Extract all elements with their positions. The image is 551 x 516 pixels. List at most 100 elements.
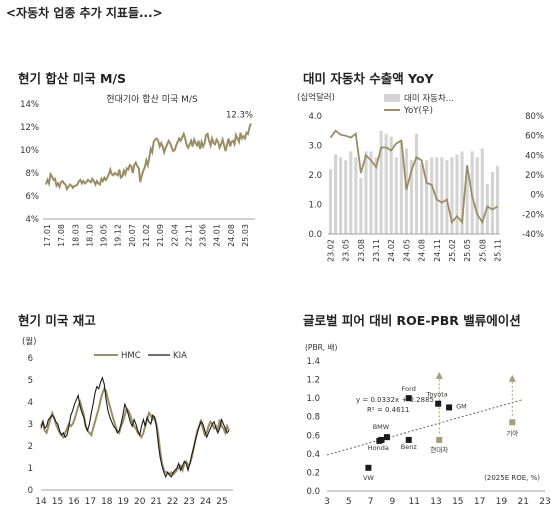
x-tick-label: 19.05 xyxy=(100,224,109,247)
page-header: <자동차 업종 추가 지표들...> xyxy=(6,6,163,20)
y-tick-label-left: 1.0 xyxy=(308,201,322,211)
bar xyxy=(450,157,454,234)
bar xyxy=(490,172,494,234)
y-tick-label: 1.2 xyxy=(306,376,320,386)
point-VW xyxy=(365,464,372,471)
y-tick-label: 2 xyxy=(28,442,33,452)
y-axis-unit: (십억달러) xyxy=(297,92,335,103)
y-tick-label-right: 80% xyxy=(525,112,544,122)
x-tick-label: 20.07 xyxy=(128,224,137,247)
series-line-hmc xyxy=(40,386,230,477)
point-label: Benz xyxy=(401,443,418,451)
x-tick-label: 25.03 xyxy=(241,224,250,247)
x-tick-label: 23.11 xyxy=(372,239,381,262)
x-tick-label: 18.03 xyxy=(71,224,80,247)
bar xyxy=(465,172,469,234)
series-label: 현대기아 합산 미국 M/S xyxy=(106,94,198,105)
point-Benz xyxy=(405,436,412,443)
x-tick-label: 25.05 xyxy=(463,239,472,262)
x-tick-label: 24 xyxy=(200,497,212,507)
point-기아 xyxy=(509,419,516,426)
x-tick-label: 16 xyxy=(68,497,80,507)
point-Toyota xyxy=(435,400,442,407)
y-tick-label: 0 xyxy=(28,486,33,496)
x-tick-label: 21.02 xyxy=(142,224,151,247)
bar xyxy=(364,151,368,234)
legend-label-hmc: HMC xyxy=(121,351,141,361)
bar xyxy=(344,160,348,234)
bar xyxy=(414,133,419,234)
x-tick-label: 11 xyxy=(408,497,419,507)
series-line-ms xyxy=(45,123,252,192)
x-tick-label: 25 xyxy=(216,497,227,507)
y-tick-label: 1.4 xyxy=(306,357,320,367)
point-label: BMW xyxy=(373,423,390,431)
x-tick-label: 21 xyxy=(517,497,528,507)
y-tick-label-left: 4.0 xyxy=(308,112,322,122)
y-tick-label-left: 0.0 xyxy=(308,230,322,240)
bar xyxy=(475,157,479,234)
x-tick-label: 24.08 xyxy=(418,239,427,262)
point-현대차 xyxy=(436,436,443,443)
point-GM xyxy=(446,404,453,411)
bar xyxy=(339,157,343,234)
bar xyxy=(389,136,393,234)
x-tick-label: 17.01 xyxy=(43,224,52,247)
panel-title-export: 대미 자동차 수출액 YoY xyxy=(303,71,434,86)
bar xyxy=(384,133,388,234)
panel-title-valuation: 글로벌 피어 대비 ROE-PBR 밸류에이션 xyxy=(303,313,521,328)
bar xyxy=(334,154,338,234)
chart-valuation: (PBR, 배) 0.0 0.2 0.4 0.6 0.8 1.0 1.2 1.4 3 5 7 9 11 13… xyxy=(305,343,551,507)
y-tick-label: 4 xyxy=(28,398,33,408)
x-tick-label: 23.08 xyxy=(357,239,366,262)
x-tick-label: 25.11 xyxy=(493,239,502,262)
y-tick-label-right: 0% xyxy=(531,191,545,201)
x-tick-label: 24.02 xyxy=(387,239,396,262)
bar xyxy=(399,142,403,234)
x-tick-label: 19 xyxy=(496,497,508,507)
y-tick-label: 3 xyxy=(28,420,33,430)
x-tick-label: 19 xyxy=(118,497,130,507)
y-tick-label-left: 3.0 xyxy=(308,142,322,152)
bar xyxy=(354,157,358,234)
end-value-label: 12.3% xyxy=(226,111,253,121)
bar xyxy=(425,160,429,234)
point-Honda xyxy=(376,437,383,444)
series-line-yoy xyxy=(329,129,498,225)
point-label: Ford xyxy=(402,385,416,393)
y-axis-unit: (월) xyxy=(22,336,36,347)
trend-equation: y = 0.0332x + 0.2885 xyxy=(356,396,434,404)
x-tick-label: 24.05 xyxy=(402,239,411,262)
x-tick-label: 23 xyxy=(183,497,194,507)
bar xyxy=(455,154,459,234)
panel-title-inventory: 현기 미국 재고 xyxy=(18,313,96,328)
x-tick-label: 17 xyxy=(85,497,96,507)
y-tick-label: 6% xyxy=(26,192,40,202)
x-axis-unit: (2025E ROE, %) xyxy=(484,474,540,482)
x-tick-label: 22 xyxy=(167,497,178,507)
x-tick-label: 22.04 xyxy=(170,224,179,247)
x-tick-label: 24.01 xyxy=(213,224,222,247)
x-tick-label: 24.11 xyxy=(433,239,442,262)
y-tick-label: 12% xyxy=(20,123,39,133)
x-tick-label: 13 xyxy=(430,497,441,507)
bar xyxy=(495,166,500,234)
point-label: VW xyxy=(363,474,374,482)
bar xyxy=(379,130,383,234)
bar xyxy=(359,177,363,234)
y-tick-label: 14% xyxy=(20,100,39,110)
panel-title-ms: 현기 합산 미국 M/S xyxy=(18,71,127,86)
chart-ms: 4% 6% 8% 10% 12% 14% 현대기아 합산 미국 M/S 12.3% 17.01 1… xyxy=(20,94,255,247)
y-tick-label-left: 2.0 xyxy=(308,171,322,181)
bar xyxy=(374,157,378,234)
x-tick-label: 21.09 xyxy=(156,224,165,247)
y-tick-label: 8% xyxy=(26,169,40,179)
y-tick-label: 1 xyxy=(28,464,33,474)
x-tick-label: 25.08 xyxy=(478,239,487,262)
legend-swatch-bar xyxy=(384,94,400,102)
legend-label-kia: KIA xyxy=(173,351,187,361)
x-tick-label: 17.08 xyxy=(57,224,66,247)
x-tick-label: 23.06 xyxy=(199,224,208,247)
legend-label-line: YoY(우) xyxy=(403,106,433,116)
